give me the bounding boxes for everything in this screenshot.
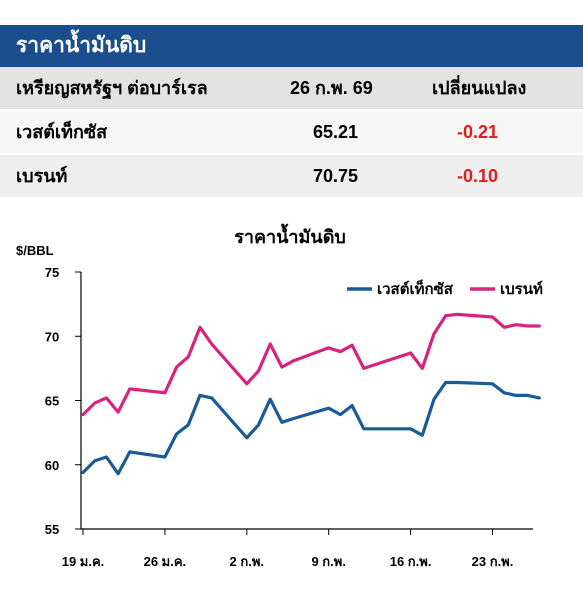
wti-price: 65.21: [313, 122, 359, 142]
header-change: เปลี่ยนแปลง: [432, 78, 527, 98]
x-tick-label: 16 ก.พ.: [390, 554, 432, 569]
x-tick-label: 23 ก.พ.: [472, 554, 514, 569]
header-unit: เหรียญสหรัฐฯ ต่อบาร์เรล: [16, 78, 208, 98]
header-date: 26 ก.พ. 69: [290, 78, 373, 98]
wti-name: เวสต์เท็กซัส: [16, 122, 108, 142]
legend-label: เวสต์เท็กซัส: [377, 279, 454, 298]
x-tick-label: 2 ก.พ.: [230, 554, 265, 569]
y-axis-label: $/BBL: [16, 243, 54, 258]
oil-price-chart: ราคาน้ำมันดิบ $/BBL 55 60 65 70 75 19 ม.ค. 26 …: [16, 223, 543, 569]
y-tick-label: 65: [45, 394, 59, 409]
series-line-wti: [81, 380, 541, 476]
x-tick-label: 9 ก.พ.: [311, 554, 346, 569]
legend-label: เบรนท์: [500, 280, 543, 298]
y-tick-label: 70: [45, 329, 59, 344]
wti-change: -0.21: [457, 122, 499, 142]
y-tick-label: 75: [45, 265, 59, 280]
y-tick-label: 60: [45, 458, 59, 473]
chart-series: [81, 312, 541, 476]
x-tick-label: 26 ม.ค.: [144, 554, 187, 569]
brent-price: 70.75: [313, 166, 359, 186]
table-title: ราคาน้ำมันดิบ: [0, 25, 583, 67]
brent-name: เบรนท์: [16, 166, 68, 186]
brent-change: -0.10: [457, 166, 499, 186]
table-header-row: เหรียญสหรัฐฯ ต่อบาร์เรล 26 ก.พ. 69 เปลี่…: [0, 67, 583, 111]
chart-legend: เวสต์เท็กซัส เบรนท์: [347, 279, 543, 298]
x-tick-label: 19 ม.ค.: [62, 554, 105, 569]
chart-title: ราคาน้ำมันดิบ: [234, 223, 346, 247]
table-row-wti: เวสต์เท็กซัส 65.21 -0.21: [0, 111, 583, 155]
y-tick-label: 55: [45, 522, 59, 537]
series-line-brent: [81, 312, 541, 417]
price-table: เหรียญสหรัฐฯ ต่อบาร์เรล 26 ก.พ. 69 เปลี่…: [0, 67, 583, 199]
chart-axes: 55 60 65 70 75 19 ม.ค. 26 ม.ค. 2 ก.พ. 9 ก.พ. 16 ก…: [45, 265, 533, 569]
table-row-brent: เบรนท์ 70.75 -0.10: [0, 155, 583, 199]
